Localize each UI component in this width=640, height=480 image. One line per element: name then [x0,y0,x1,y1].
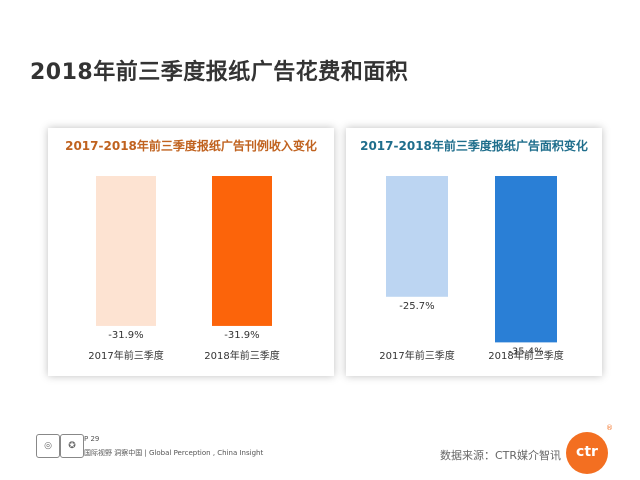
category-label: 2017年前三季度 [379,349,454,362]
award-icon: ✪ [60,434,84,458]
footer-tagline: 国际视野 洞察中国 | Global Perception , China In… [84,449,264,457]
chart-title-area: 2017-2018年前三季度报纸广告面积变化 [360,139,588,153]
data-source: 数据来源：CTR媒介智讯 [440,449,562,462]
data-label: -31.9% [108,330,143,341]
bar-area-1 [495,176,557,343]
bar-revenue-1 [212,176,272,326]
chart-panel-area: 2017-2018年前三季度报纸广告面积变化 -25.7% 2017年前三季度 -3… [346,128,602,376]
category-label: 2018年前三季度 [204,349,279,362]
revenue-bar-chart: -31.9% 2017年前三季度 -31.9% 2018年前三季度 [88,176,280,362]
ctr-logo: ctr [566,432,608,474]
certification-icon: ◎ [36,434,60,458]
chart-title-revenue: 2017-2018年前三季度报纸广告刊例收入变化 [65,139,317,153]
category-label: 2018年前三季度 [488,349,563,362]
bar-area-0 [386,176,448,297]
data-label: -31.9% [224,330,259,341]
data-label: -35.4% [508,346,543,357]
page-title: 2018年前三季度报纸广告花费和面积 [30,60,409,85]
registered-mark: ® [606,424,613,432]
area-bar-chart: -25.7% 2017年前三季度 -35.4%2018年前三季度 [379,176,564,362]
category-label: 2017年前三季度 [88,349,163,362]
page-number: P 29 [84,435,100,443]
chart-panel-revenue: 2017-2018年前三季度报纸广告刊例收入变化 -31.9% 2017年前三季度… [48,128,334,376]
data-label: -25.7% [399,301,434,312]
bar-revenue-0 [96,176,156,326]
